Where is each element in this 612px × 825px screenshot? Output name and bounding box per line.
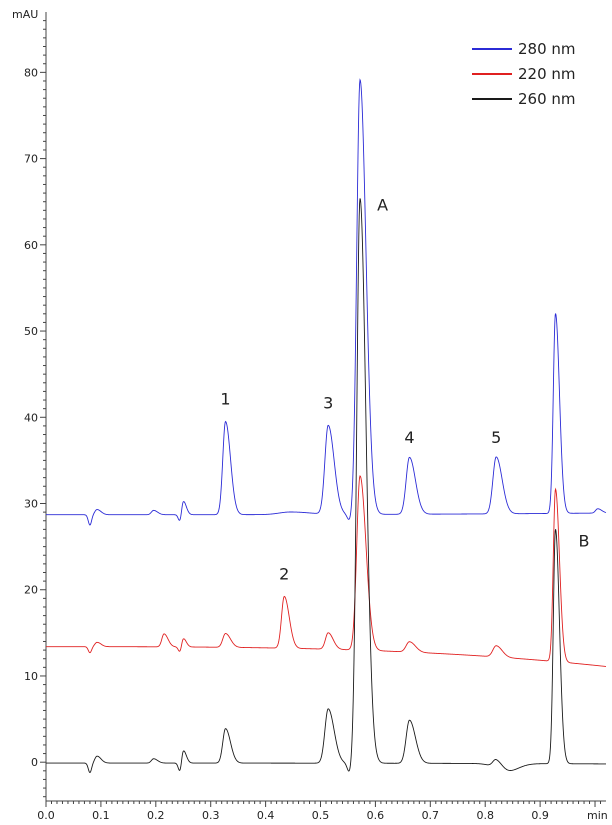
- legend-entry: 220 nm: [472, 65, 576, 83]
- y-tick-label: 0: [31, 756, 38, 769]
- traces: [46, 78, 607, 774]
- series-line: [46, 78, 607, 526]
- peak-label: A: [377, 195, 388, 214]
- x-tick-label: 0.7: [422, 809, 440, 822]
- legend-entry: 260 nm: [472, 90, 576, 108]
- legend-label: 260 nm: [518, 90, 576, 108]
- y-tick-label: 60: [24, 239, 38, 252]
- x-tick-label: 0.0: [37, 809, 55, 822]
- peak-annotations: 1 2 3 4 5 A B: [220, 195, 589, 583]
- peak-label: 3: [323, 394, 333, 413]
- x-tick-label: 0.2: [147, 809, 165, 822]
- y-tick-label: 30: [24, 498, 38, 511]
- peak-label: 4: [404, 428, 414, 447]
- x-tick-label: 0.3: [202, 809, 220, 822]
- peak-label: 5: [491, 428, 501, 447]
- peak-label: 2: [279, 564, 289, 583]
- x-ticks: 0.0 0.1 0.2 0.3 0.4 0.5 0.6 0.7 0.8 0.9: [37, 801, 602, 822]
- x-tick-label: 0.6: [367, 809, 385, 822]
- x-tick-label: 0.9: [531, 809, 549, 822]
- x-tick-label: 0.5: [312, 809, 330, 822]
- series-line: [46, 475, 607, 667]
- legend-label: 220 nm: [518, 65, 576, 83]
- y-tick-label: 10: [24, 670, 38, 683]
- y-tick-label: 80: [24, 66, 38, 79]
- axes: mAU min 0.0 0.1 0.2 0.3 0.4 0.5 0.6 0.7 0.8 0.9 0…: [12, 8, 608, 822]
- legend: 280 nm 220 nm 260 nm: [472, 40, 576, 108]
- y-tick-label: 40: [24, 411, 38, 424]
- peak-label: B: [579, 532, 590, 551]
- legend-entry: 280 nm: [472, 40, 576, 58]
- x-tick-label: 0.8: [476, 809, 494, 822]
- y-tick-label: 20: [24, 584, 38, 597]
- y-ticks: 0 10 20 30 40 50 60 70 80: [24, 20, 46, 798]
- peak-label: 1: [220, 389, 230, 408]
- legend-label: 280 nm: [518, 40, 576, 58]
- x-tick-label: 0.1: [92, 809, 110, 822]
- x-unit-label: min: [587, 809, 608, 822]
- y-tick-label: 70: [24, 153, 38, 166]
- y-tick-label: 50: [24, 325, 38, 338]
- series-line: [46, 198, 606, 774]
- y-unit-label: mAU: [12, 8, 38, 21]
- x-tick-label: 0.4: [257, 809, 275, 822]
